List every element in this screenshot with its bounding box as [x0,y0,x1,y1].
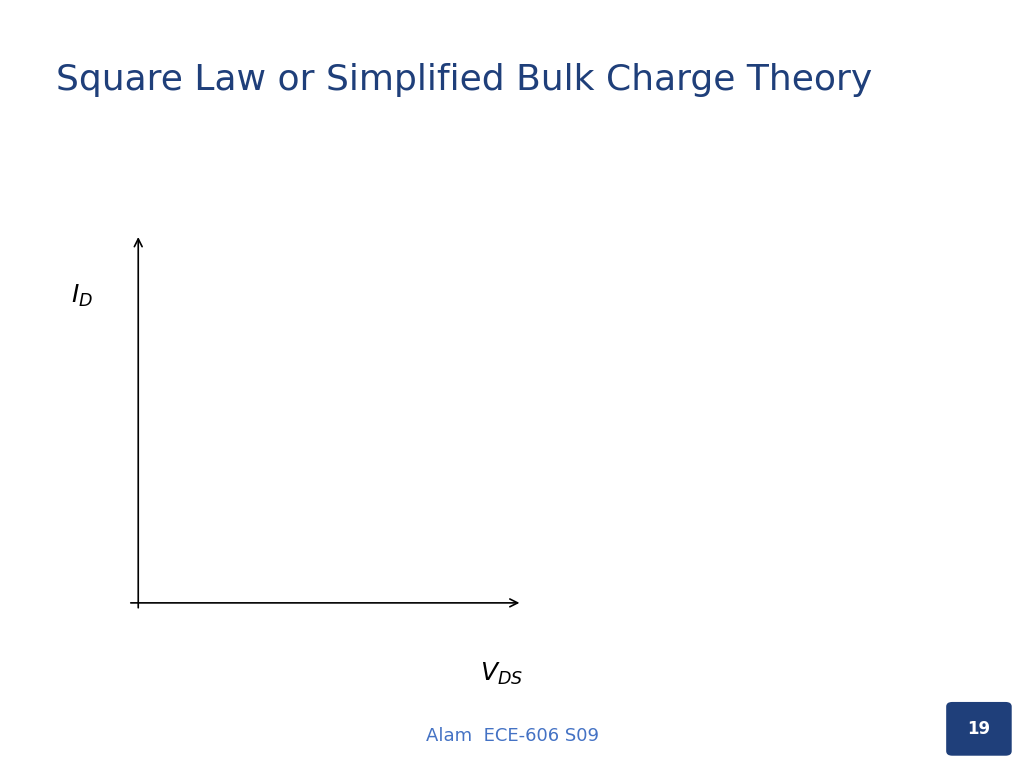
Text: 19: 19 [968,720,990,738]
Text: Alam  ECE-606 S09: Alam ECE-606 S09 [426,727,598,745]
Text: Square Law or Simplified Bulk Charge Theory: Square Law or Simplified Bulk Charge The… [56,63,872,97]
FancyBboxPatch shape [946,702,1012,756]
Text: $V_{DS}$: $V_{DS}$ [480,660,523,687]
Text: $I_D$: $I_D$ [71,283,93,309]
